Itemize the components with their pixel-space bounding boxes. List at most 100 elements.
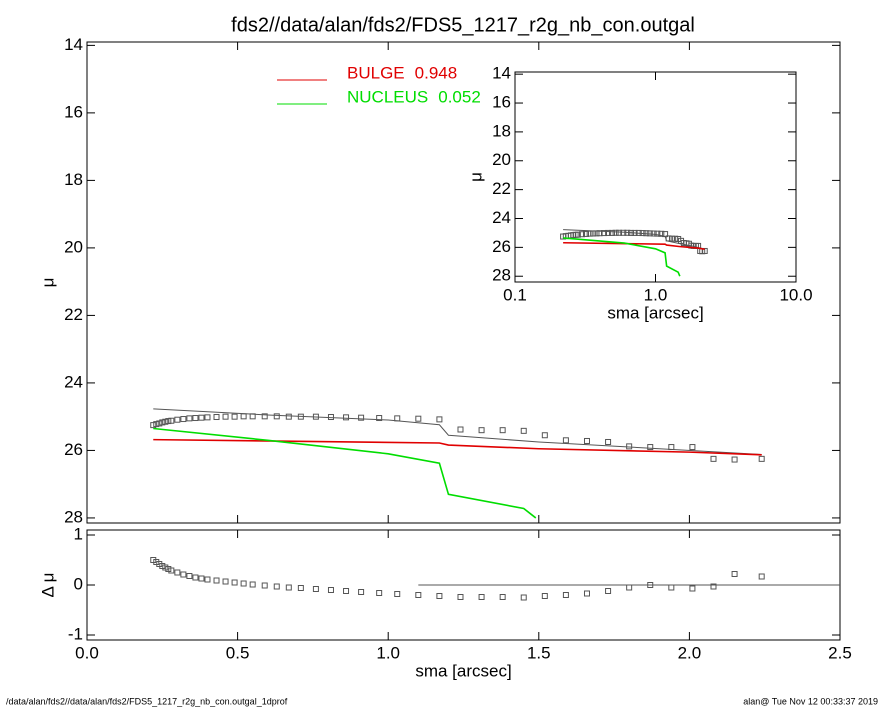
data-point (574, 231, 581, 238)
data-point (658, 230, 665, 237)
data-point (159, 419, 166, 426)
data-point (582, 230, 589, 237)
data-point (168, 567, 175, 574)
data-point (165, 418, 172, 425)
data-point (204, 576, 211, 583)
data-point (150, 422, 157, 429)
data-point (376, 415, 383, 422)
data-point (231, 579, 238, 586)
data-point (415, 592, 422, 598)
x-tick-label: 1.0 (376, 643, 400, 662)
data-point (436, 416, 443, 423)
data-point (562, 592, 569, 598)
data-point (541, 593, 548, 599)
data-point (668, 235, 675, 242)
footer-left: /data/alan/fds2//data/alan/fds2/FDS5_121… (6, 696, 288, 706)
data-point (608, 229, 615, 236)
data-point (198, 414, 205, 421)
y-tick-label: 28 (492, 266, 511, 285)
data-point (222, 413, 229, 420)
data-point (605, 588, 612, 594)
data-point (616, 229, 623, 236)
y-tick-label: 14 (64, 35, 83, 54)
data-point (731, 571, 738, 577)
data-point (204, 414, 211, 421)
y-tick-label: 28 (64, 507, 83, 526)
y-axis-label: μ (38, 278, 57, 288)
data-point (222, 578, 229, 585)
model-line (563, 237, 681, 277)
data-point (605, 438, 612, 445)
data-point (415, 415, 422, 422)
data-point (672, 235, 679, 242)
data-point (562, 437, 569, 444)
data-point (285, 413, 292, 420)
data-point (168, 417, 175, 424)
model-line (153, 438, 762, 456)
data-point (758, 455, 765, 462)
data-point (174, 569, 181, 576)
data-point (192, 415, 199, 422)
data-point (213, 414, 220, 421)
data-point (327, 587, 334, 593)
data-point (231, 413, 238, 420)
chart-title: fds2//data/alan/fds2/FDS5_1217_r2g_nb_co… (231, 14, 695, 36)
data-point (654, 230, 661, 237)
data-point (520, 427, 527, 434)
data-point (689, 585, 696, 592)
plot-frame (86, 41, 841, 524)
data-point (174, 416, 181, 423)
data-point (192, 574, 199, 581)
legend-label: BULGE (347, 63, 405, 82)
data-point (731, 456, 738, 463)
x-tick-label: 0.1 (503, 285, 527, 304)
data-point (273, 583, 280, 590)
data-point (647, 444, 654, 451)
data-point (520, 594, 527, 601)
y-tick-label: 20 (492, 150, 511, 169)
data-point (261, 413, 268, 420)
y-tick-label: 1 (74, 524, 83, 543)
data-point (162, 418, 169, 425)
data-point (159, 563, 166, 569)
y-tick-label: 24 (492, 208, 511, 227)
y-tick-label: 16 (64, 102, 83, 121)
data-point (478, 594, 485, 600)
data-point (180, 571, 187, 578)
x-tick-label: 2.5 (828, 643, 852, 662)
data-point (186, 573, 193, 579)
data-point (601, 230, 608, 237)
data-point (605, 229, 612, 236)
data-point (213, 577, 220, 584)
data-point (153, 421, 160, 428)
data-point (240, 580, 247, 587)
y-tick-label: 26 (64, 440, 83, 459)
data-point (457, 594, 464, 600)
y-tick-label: 24 (64, 372, 83, 391)
y-axis-label: μ (466, 172, 485, 182)
data-point (457, 426, 464, 433)
y-tick-label: 18 (492, 121, 511, 140)
data-point (650, 230, 657, 237)
data-point (186, 415, 193, 422)
data-point (626, 443, 633, 450)
y-tick-label: 22 (64, 305, 83, 324)
data-point (499, 427, 506, 434)
model-line (563, 241, 705, 251)
y-tick-label: 16 (492, 93, 511, 112)
data-point (541, 432, 548, 439)
data-point (499, 594, 506, 600)
data-point (758, 573, 765, 580)
data-point (327, 414, 334, 421)
x-axis-label: sma [arcsec] (607, 303, 703, 322)
data-point (579, 231, 586, 238)
y-axis-label: Δ μ (38, 573, 57, 598)
data-point (583, 437, 590, 444)
x-tick-label: 0.5 (226, 643, 250, 662)
data-point (689, 444, 696, 451)
data-point (180, 416, 187, 423)
data-point (478, 427, 485, 434)
data-point (343, 588, 350, 594)
